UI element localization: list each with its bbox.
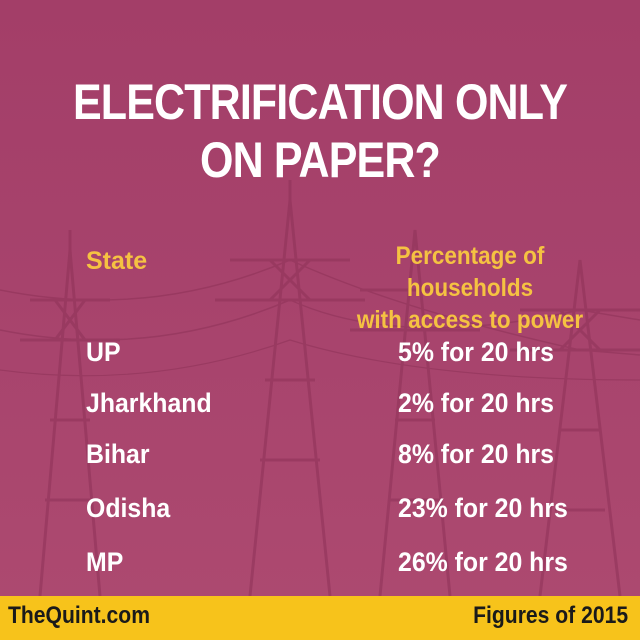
column-header-percentage: Percentage of households with access to … xyxy=(335,240,605,336)
row-value: 8% for 20 hrs xyxy=(398,439,555,469)
column-header-percentage-line-1: Percentage of households xyxy=(395,242,545,302)
row-value: 23% for 20 hrs xyxy=(398,493,568,523)
title-line-2: ON PAPER? xyxy=(200,132,441,188)
row-value: 5% for 20 hrs xyxy=(398,337,555,367)
row-value: 26% for 20 hrs xyxy=(398,547,568,577)
column-header-state: State xyxy=(86,247,148,275)
row-state: UP xyxy=(86,337,121,367)
row-state: Jharkhand xyxy=(86,388,212,418)
brand-link[interactable]: TheQuint.com xyxy=(8,602,150,629)
figures-note: Figures of 2015 xyxy=(473,602,628,629)
title-line-1: ELECTRIFICATION ONLY xyxy=(72,74,568,130)
row-state: Odisha xyxy=(86,493,171,523)
row-value: 2% for 20 hrs xyxy=(398,388,555,418)
row-state: MP xyxy=(86,547,124,577)
power-pylons-background xyxy=(0,180,640,596)
column-header-percentage-line-2: with access to power xyxy=(356,306,584,334)
footer-bar: TheQuint.com Figures of 2015 xyxy=(0,596,640,640)
row-state: Bihar xyxy=(86,439,150,469)
